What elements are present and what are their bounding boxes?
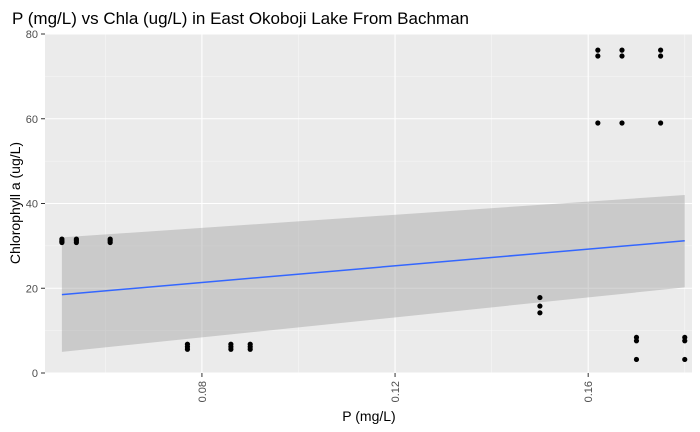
y-tick-label: 40: [26, 199, 38, 211]
axis-ticks: 0 20 40 60 80 0.08 0.12 0.16: [26, 29, 595, 402]
data-point: [658, 47, 664, 53]
x-tick-label: 0.16: [583, 381, 595, 402]
confidence-band: [61, 195, 685, 352]
x-axis-label: P (mg/L): [342, 408, 395, 424]
major-gridlines: [45, 33, 692, 374]
data-point: [537, 303, 543, 309]
y-tick-label: 80: [26, 29, 38, 41]
y-tick-label: 60: [26, 114, 38, 126]
data-point: [537, 294, 543, 301]
data-point: [59, 239, 65, 245]
y-tick-label: 20: [26, 283, 38, 295]
data-point: [658, 120, 664, 126]
data-point: [595, 120, 601, 126]
data-point: [682, 334, 688, 341]
y-axis-label: Chlorophyll a (ug/L): [7, 142, 23, 264]
minor-gridlines: [45, 34, 692, 373]
data-point: [619, 53, 625, 59]
data-point: [658, 53, 664, 59]
x-tick-label: 0.12: [390, 381, 402, 402]
data-point: [73, 236, 79, 242]
chart-title: P (mg/L) vs Chla (ug/L) in East Okoboji …: [12, 9, 469, 28]
data-point: [595, 47, 601, 53]
data-point: [107, 236, 113, 242]
data-point: [682, 356, 688, 363]
data-points: [59, 47, 688, 363]
data-point: [633, 356, 640, 363]
data-point: [619, 47, 625, 53]
data-point: [247, 341, 253, 347]
data-point: [184, 341, 191, 347]
data-point: [595, 53, 601, 59]
data-point: [228, 341, 234, 347]
y-tick-label: 0: [32, 368, 38, 380]
x-tick-label: 0.08: [197, 381, 209, 402]
trend-line: [61, 240, 685, 296]
data-point: [619, 120, 625, 126]
data-point: [537, 310, 543, 316]
data-point: [633, 334, 640, 341]
